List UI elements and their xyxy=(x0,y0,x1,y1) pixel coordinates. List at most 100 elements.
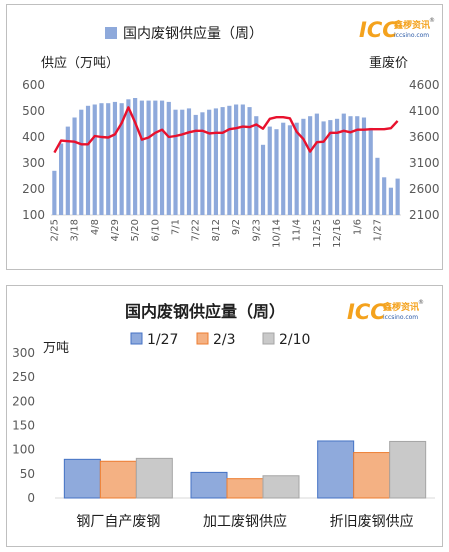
legend-label: 2/10 xyxy=(279,332,310,348)
x-tick-label: 3/18 xyxy=(70,219,81,241)
bar xyxy=(353,452,391,499)
x-tick-label: 12/16 xyxy=(332,219,343,248)
supply-bar xyxy=(234,104,239,215)
logo-reg: ® xyxy=(429,17,435,24)
y-left-label: 供应（万吨） xyxy=(41,55,119,71)
supply-bar xyxy=(180,109,185,215)
bar xyxy=(262,475,300,499)
supply-bar xyxy=(207,109,212,215)
bar xyxy=(190,471,228,499)
y-left-tick-label: 500 xyxy=(22,104,45,118)
category-label: 加工废钢供应 xyxy=(203,513,287,530)
legend-label: 1/27 xyxy=(147,332,178,348)
logo2-reg: ® xyxy=(418,299,424,306)
category-label: 钢厂自产废钢 xyxy=(76,514,160,530)
supply-bar xyxy=(314,113,319,215)
price-line xyxy=(53,106,399,154)
x-tick-label: 11/25 xyxy=(312,219,323,248)
y-right-tick-label: 4600 xyxy=(409,78,440,92)
supply-bar xyxy=(247,107,252,215)
supply-breakdown-chart-panel: 国内废钢供应量（周） ICC 鑫椤资讯 iccsino.com ® 万吨 1/2… xyxy=(6,285,443,547)
supply-bar xyxy=(126,99,131,215)
x-tick-label: 7/22 xyxy=(191,219,202,241)
bar-series xyxy=(52,98,400,215)
supply-bar xyxy=(375,157,380,215)
x-tick-label: 9/2 xyxy=(231,219,242,235)
supply-bar xyxy=(186,108,192,215)
bar xyxy=(389,440,427,499)
combo-chart-svg: 国内废钢供应量（周） ICC 鑫椤资讯 iccsino.com ® 供应（万吨）… xyxy=(22,17,440,248)
supply-bar xyxy=(59,143,64,215)
supply-bar xyxy=(99,103,104,215)
x-tick-label: 1/27 xyxy=(372,219,383,241)
price-line-series xyxy=(53,106,399,154)
logo2-cn: 鑫椤资讯 xyxy=(382,301,419,313)
y-right-tick-label: 2600 xyxy=(409,182,440,196)
legend-swatch xyxy=(130,332,143,345)
y-left-tick-label: 400 xyxy=(22,130,45,144)
x-tick-label: 11/4 xyxy=(292,219,303,241)
supply-bar xyxy=(193,114,198,215)
supply-bar xyxy=(133,98,138,215)
y-right-label: 重废价 xyxy=(369,55,408,71)
supply-bar xyxy=(220,107,225,215)
y-right-tick-label: 3100 xyxy=(409,156,440,170)
supply-bar xyxy=(200,112,205,215)
supply-bar xyxy=(287,125,293,215)
chart2-title: 国内废钢供应量（周） xyxy=(125,302,285,321)
supply-bar xyxy=(153,100,158,215)
y-right-tick-label: 4100 xyxy=(409,104,440,118)
supply-bar xyxy=(308,116,313,215)
supply-bar xyxy=(328,120,333,215)
logo-url: iccsino.com xyxy=(394,32,429,39)
y-tick-label: 300 xyxy=(12,346,35,360)
y-left-tick-label: 200 xyxy=(22,182,45,196)
y-right-ticks: 2100 2600 3100 3600 4100 4600 xyxy=(409,78,440,222)
logo2-url: iccsino.com xyxy=(383,314,418,321)
x-tick-label: 6/10 xyxy=(150,219,161,241)
supply-bar xyxy=(388,187,393,215)
logo-cn: 鑫椤资讯 xyxy=(393,19,430,31)
bar xyxy=(317,440,355,499)
y-tick-label: 150 xyxy=(12,419,35,433)
y-right-tick-label: 3600 xyxy=(409,130,440,144)
supply-bar xyxy=(395,178,400,215)
supply-bar xyxy=(274,129,279,215)
supply-bar xyxy=(321,121,326,215)
supply-bar xyxy=(355,116,360,215)
supply-bar xyxy=(112,101,118,215)
category-label: 折旧废钢供应 xyxy=(330,513,414,530)
bar-chart-svg: 国内废钢供应量（周） ICC 鑫椤资讯 iccsino.com ® 万吨 1/2… xyxy=(12,299,435,530)
bar-groups xyxy=(63,440,427,499)
x-tick-label: 8/12 xyxy=(211,219,222,241)
x-ticks: 2/25 3/18 4/8 4/29 5/20 6/10 7/1 7/22 8/12 9/2 9/2… xyxy=(49,219,383,248)
supply-bar xyxy=(65,126,70,215)
y-tick-label: 0 xyxy=(27,491,35,505)
y-left-tick-label: 100 xyxy=(22,208,45,222)
supply-bar xyxy=(341,113,346,215)
logo-brand: ICC xyxy=(359,18,398,42)
supply-bar xyxy=(227,105,232,215)
supply-bar xyxy=(382,177,387,215)
supply-bar xyxy=(213,108,218,215)
supply-bar xyxy=(260,144,266,215)
supply-bar xyxy=(159,100,165,215)
logo2-brand: ICC xyxy=(347,300,386,324)
legend-bar-swatch xyxy=(105,27,117,39)
y-tick-label: 50 xyxy=(20,467,35,481)
x-tick-label: 2/25 xyxy=(49,219,60,241)
y-tick-label: 100 xyxy=(12,443,35,457)
x-tick-label: 10/14 xyxy=(271,219,282,248)
supply-bar xyxy=(267,126,272,215)
supply-bar xyxy=(72,117,77,215)
chart-title: 国内废钢供应量（周） xyxy=(123,25,263,42)
supply-bar xyxy=(139,100,144,215)
legend: 1/27 2/3 2/10 xyxy=(130,332,310,348)
bar xyxy=(99,460,137,499)
supply-bar xyxy=(294,122,299,215)
y-left-tick-label: 300 xyxy=(22,156,45,170)
supply-bar xyxy=(334,118,340,215)
supply-bar xyxy=(119,103,124,215)
supply-bar xyxy=(146,100,151,215)
supply-bar xyxy=(348,116,353,215)
